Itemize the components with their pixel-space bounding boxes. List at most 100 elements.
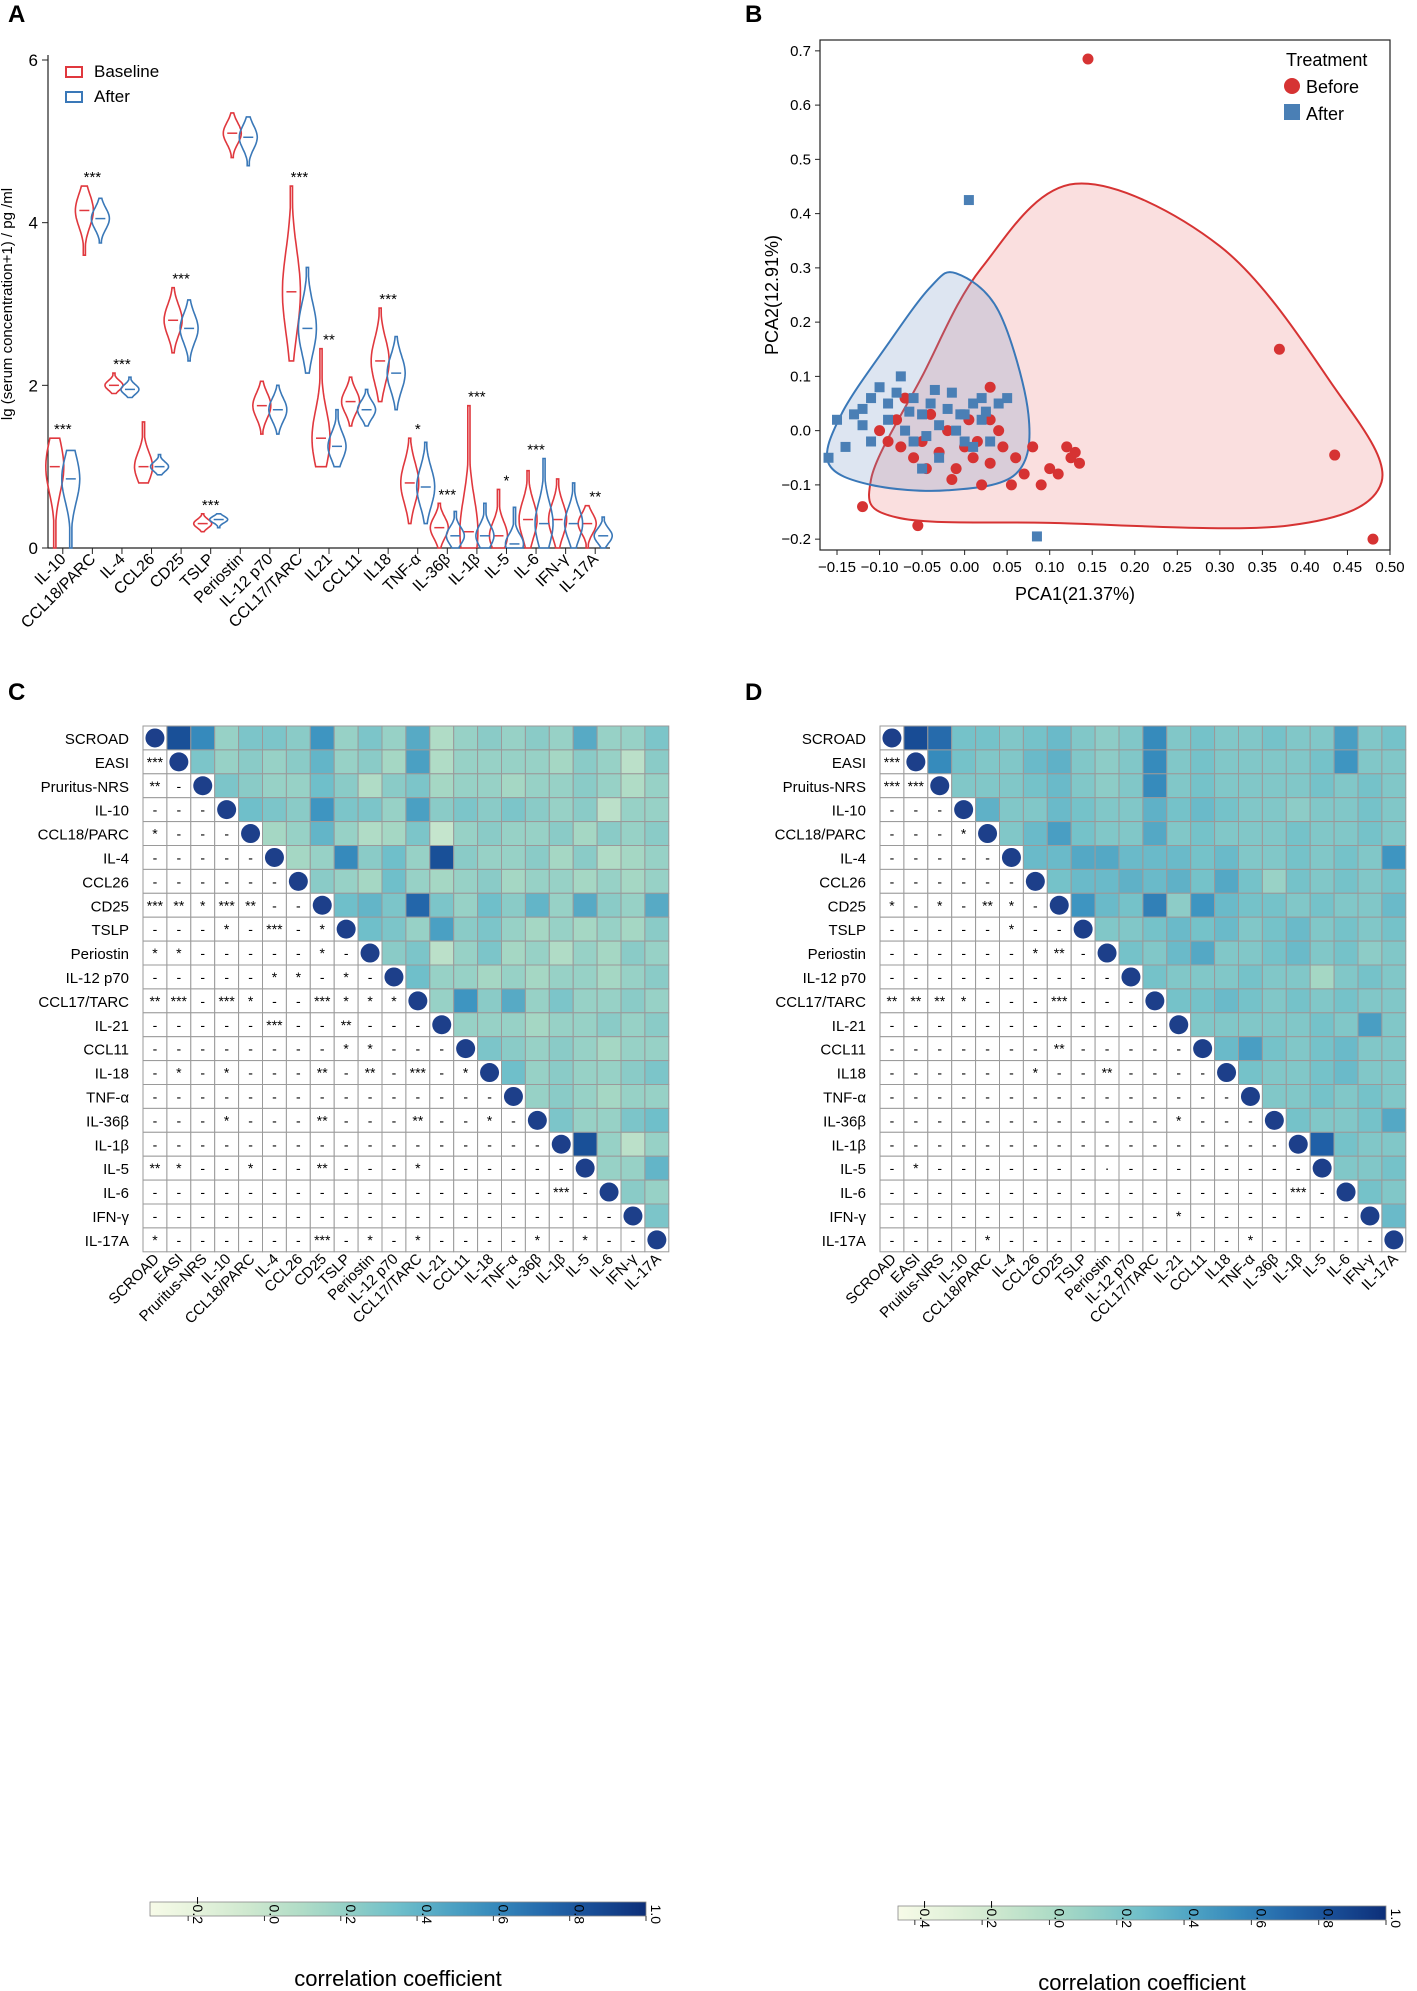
not-significant-mark: - [1272,1184,1277,1200]
not-significant-mark: - [224,1232,229,1248]
not-significant-mark: - [914,969,919,985]
heatmap-cell [1333,916,1359,942]
heatmap-cell [262,797,287,823]
not-significant-mark: - [961,1017,966,1033]
a-significance-label: *** [202,497,220,514]
heatmap-cell [1214,725,1239,751]
heatmap-cell [1190,797,1216,823]
self-correlation-dot [432,1015,452,1035]
b-point-before [1329,449,1341,461]
a-violin [593,516,613,549]
not-significant-mark: - [439,1208,444,1224]
significance-mark: ** [317,1160,328,1176]
b-point-after [976,393,987,404]
not-significant-mark: - [985,1184,990,1200]
heatmap-cell [262,749,287,775]
not-significant-mark: - [1009,1232,1014,1248]
heatmap-cell [429,821,455,846]
heatmap-cell [596,964,622,990]
significance-mark: * [367,1041,373,1057]
not-significant-mark: - [1081,1065,1086,1081]
not-significant-mark: - [1033,921,1038,937]
heatmap-cell [1285,1036,1311,1062]
heatmap-cell [501,1012,526,1038]
heatmap-cell [1142,940,1168,966]
significance-mark: * [961,993,967,1009]
heatmap-cell [1118,821,1144,846]
heatmap-cell [477,797,503,823]
not-significant-mark: - [1009,1208,1014,1224]
heatmap-cell [1190,892,1216,918]
heatmap-cell [572,725,598,751]
heatmap-cell [1046,773,1072,799]
not-significant-mark: - [177,1232,182,1248]
not-significant-mark: - [1153,1232,1158,1248]
not-significant-mark: - [296,1160,301,1176]
heatmap-cell [453,988,479,1014]
heatmap-cell [596,1155,622,1181]
heatmap-cell [1309,1084,1335,1109]
not-significant-mark: - [200,945,205,961]
colorbar-tick-label: 0.6 [1253,1909,1269,1929]
not-significant-mark: - [463,1184,468,1200]
significance-mark: * [415,1160,421,1176]
not-significant-mark: - [1224,1112,1229,1128]
heatmap-cell [1261,916,1287,942]
a-significance-label: *** [527,442,545,459]
heatmap-cell [1190,964,1216,990]
not-significant-mark: - [937,1041,942,1057]
b-point-before [925,408,937,420]
heatmap-cell [1285,1060,1311,1085]
heatmap-cell [1238,892,1263,918]
heatmap-cell [381,868,407,894]
not-significant-mark: - [463,1136,468,1152]
not-significant-mark: - [320,1136,325,1152]
b-point-before [984,414,996,426]
not-significant-mark: - [985,873,990,889]
self-correlation-dot [241,824,261,844]
heatmap-cell [1381,749,1407,775]
heatmap-cell [903,725,929,751]
not-significant-mark: - [177,921,182,937]
not-significant-mark: - [392,1232,397,1248]
not-significant-mark: - [1033,1232,1038,1248]
not-significant-mark: - [890,1160,895,1176]
heatmap-cell [501,749,526,775]
colorbar-tick-label: 0.2 [1119,1909,1135,1929]
significance-mark: * [391,993,397,1009]
not-significant-mark: - [177,1112,182,1128]
not-significant-mark: - [535,1160,540,1176]
heatmap-cell [1238,1036,1263,1062]
not-significant-mark: - [1224,1088,1229,1104]
b-y-tick-label: 0.0 [790,423,811,440]
heatmap-cell [620,1036,646,1062]
significance-mark: ** [1054,1041,1065,1057]
heatmap-cell [620,868,646,894]
row-label: IL-36β [86,1113,129,1130]
not-significant-mark: - [224,1208,229,1224]
heatmap-cell [596,1012,622,1038]
self-correlation-dot [882,728,902,748]
heatmap-cell [596,916,622,942]
heatmap-cell [1118,845,1144,870]
heatmap-cell [572,940,598,966]
not-significant-mark: - [985,1017,990,1033]
heatmap-cell [548,749,574,775]
b-x-tick-label: 0.30 [1205,559,1234,576]
heatmap-cell [620,797,646,823]
not-significant-mark: - [961,1184,966,1200]
not-significant-mark: - [1129,1041,1134,1057]
heatmap-cell [190,725,216,751]
significance-mark: ** [934,993,945,1009]
not-significant-mark: - [416,1136,421,1152]
heatmap-cell [1214,749,1239,775]
significance-mark: * [224,1065,230,1081]
heatmap-cell [572,845,598,870]
heatmap-cell [1285,773,1311,799]
row-label: IL-10 [95,803,129,820]
heatmap-cell [381,892,407,918]
not-significant-mark: - [1033,1184,1038,1200]
not-significant-mark: - [890,1112,895,1128]
not-significant-mark: - [1057,1160,1062,1176]
not-significant-mark: - [487,1160,492,1176]
